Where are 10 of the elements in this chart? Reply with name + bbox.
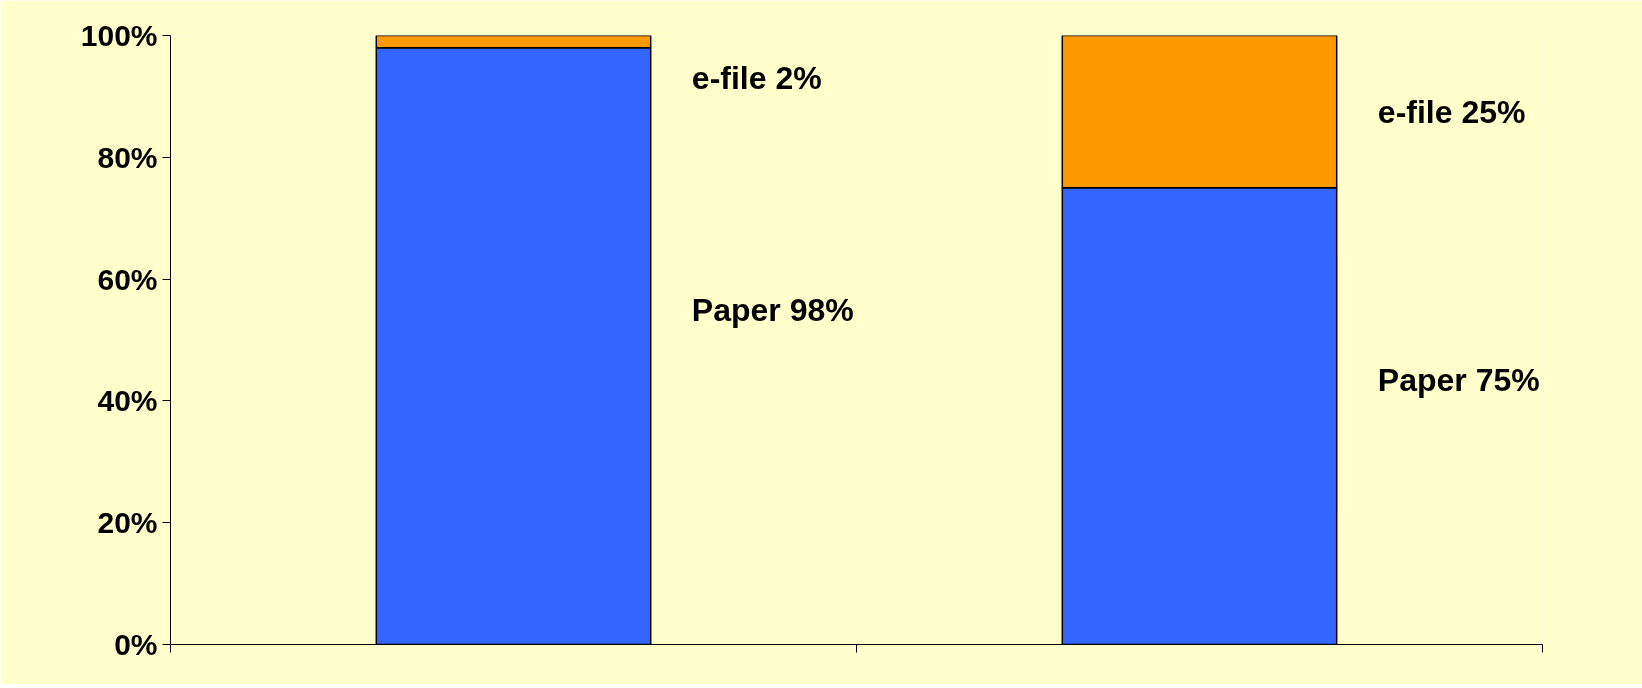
annotation: Paper 98% <box>691 291 854 328</box>
annotation: e-file 25% <box>1377 93 1526 130</box>
y-tick-label: 80% <box>97 140 158 174</box>
y-tick-label: 0% <box>114 628 158 661</box>
y-tick-label: 60% <box>97 262 158 296</box>
y-tick-label: 20% <box>97 506 158 540</box>
annotation: e-file 2% <box>691 60 822 97</box>
annotation: Paper 75% <box>1377 361 1540 398</box>
y-tick-label: 40% <box>97 384 158 418</box>
y-tick-label: 100% <box>80 19 158 52</box>
